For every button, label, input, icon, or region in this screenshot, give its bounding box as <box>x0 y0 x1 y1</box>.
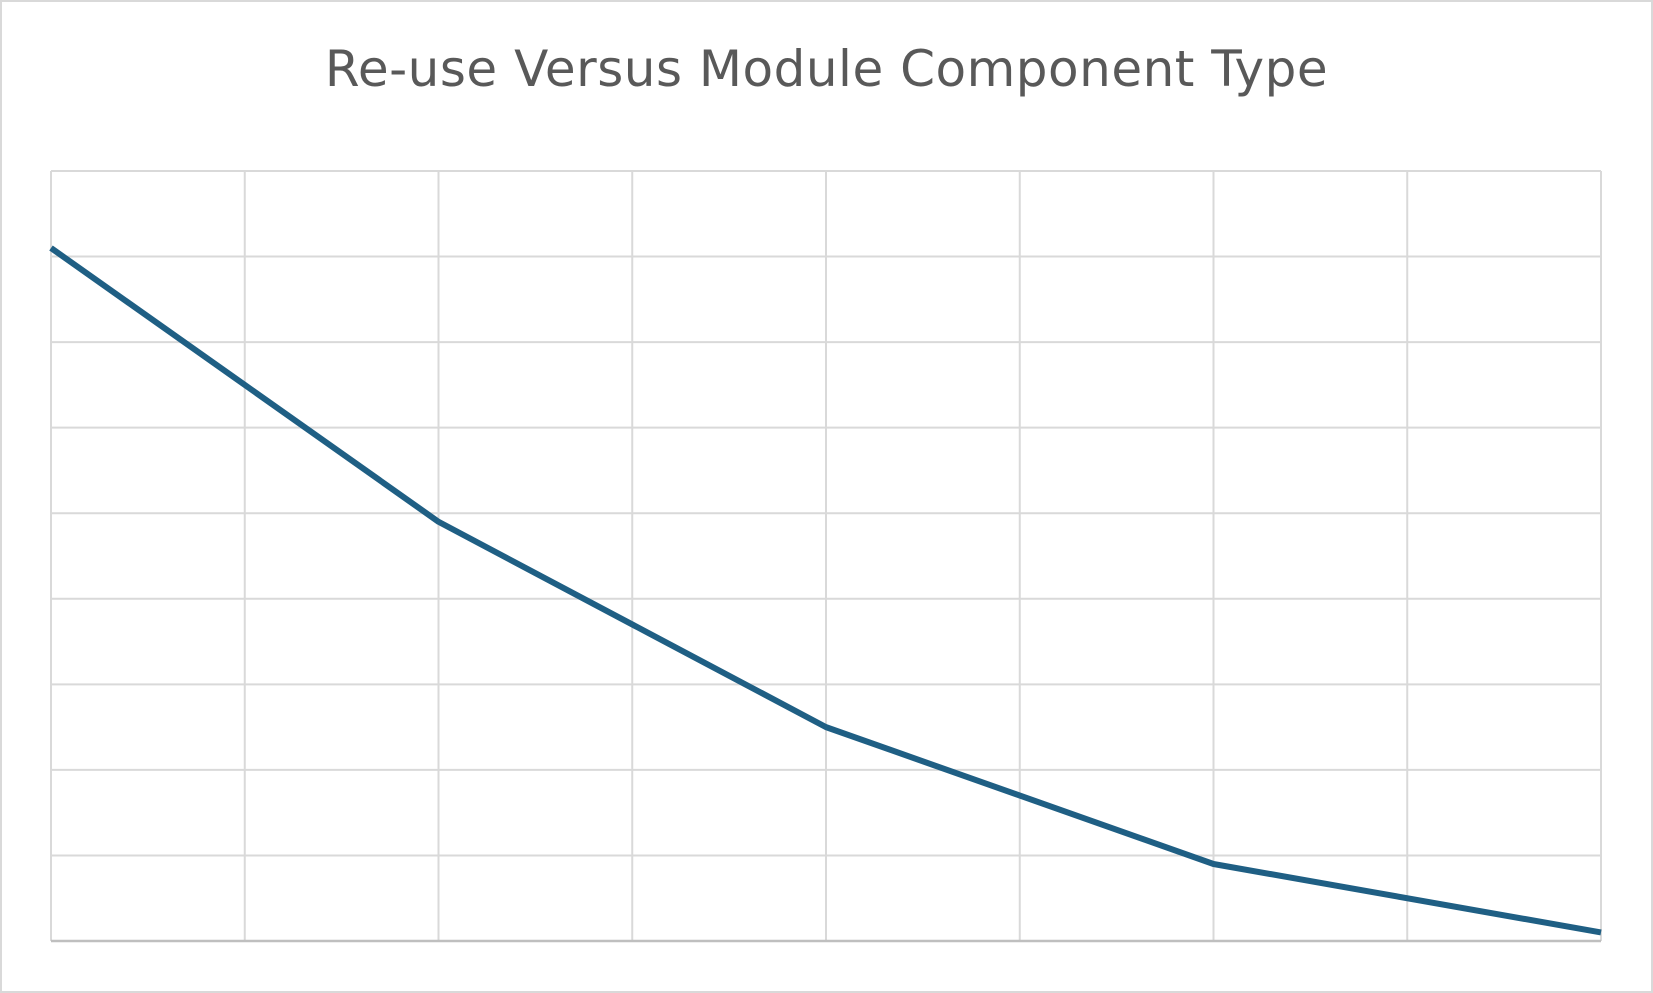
chart-title: Re-use Versus Module Component Type <box>324 40 1329 98</box>
series-group <box>49 245 1602 936</box>
vertical-gridlines <box>50 171 1602 941</box>
